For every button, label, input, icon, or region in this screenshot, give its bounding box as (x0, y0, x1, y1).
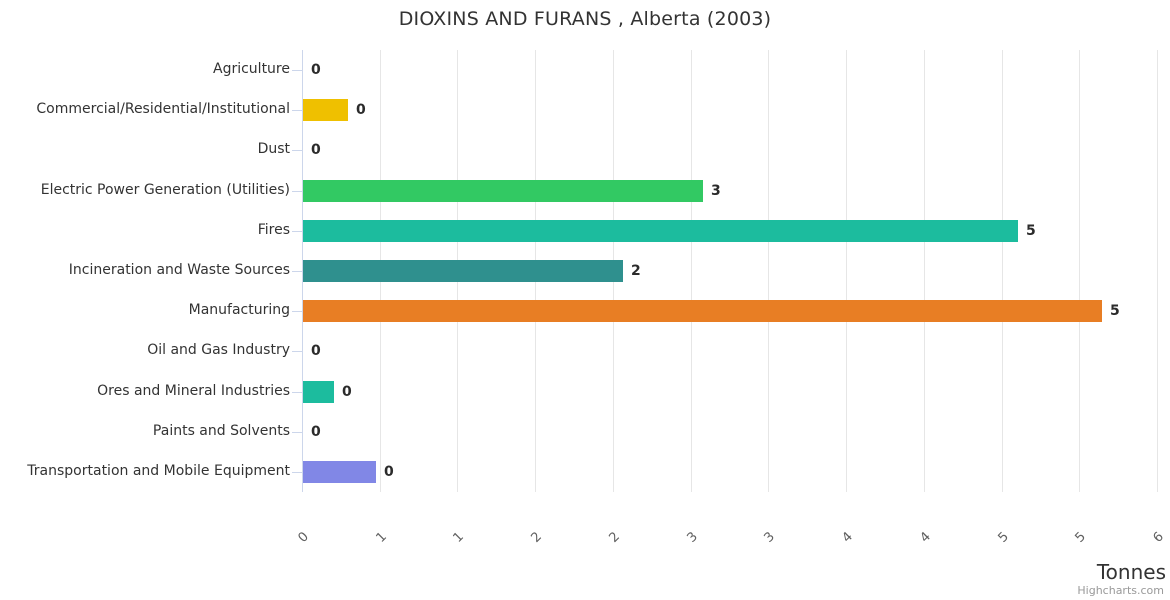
category-tick (292, 472, 302, 473)
bar[interactable] (303, 381, 334, 403)
category-tick (292, 271, 302, 272)
x-axis-title: Tonnes (1096, 560, 1166, 584)
x-tick-label: 1 (373, 529, 390, 546)
value-label: 5 (1026, 223, 1036, 239)
category-tick (292, 70, 302, 71)
value-label: 0 (311, 62, 321, 78)
x-tick-label: 2 (528, 529, 545, 546)
bar[interactable] (303, 180, 703, 202)
category-label: Incineration and Waste Sources (68, 262, 290, 278)
category-label: Transportation and Mobile Equipment (27, 463, 290, 479)
gridline (1002, 50, 1003, 492)
x-tick-label: 1 (450, 529, 467, 546)
category-axis-line (302, 50, 303, 492)
x-tick-label: 6 (1150, 529, 1167, 546)
bar[interactable] (303, 300, 1102, 322)
category-tick (292, 432, 302, 433)
category-tick (292, 231, 302, 232)
category-label: Paints and Solvents (152, 423, 290, 439)
value-label: 0 (356, 102, 366, 118)
category-label: Dust (257, 141, 290, 157)
category-tick (292, 392, 302, 393)
value-label: 5 (1110, 303, 1120, 319)
x-tick-label: 2 (606, 529, 623, 546)
category-tick (292, 150, 302, 151)
value-label: 0 (311, 142, 321, 158)
bar[interactable] (303, 220, 1018, 242)
category-label: Oil and Gas Industry (147, 342, 290, 358)
value-label: 0 (311, 343, 321, 359)
x-tick-label: 3 (684, 529, 701, 546)
value-label: 0 (342, 384, 352, 400)
value-label: 2 (631, 263, 641, 279)
category-label: Ores and Mineral Industries (97, 383, 290, 399)
x-tick-label: 4 (917, 529, 934, 546)
x-tick-label: 4 (839, 529, 856, 546)
bar[interactable] (303, 99, 348, 121)
category-tick (292, 351, 302, 352)
x-tick-label: 5 (995, 529, 1012, 546)
category-tick (292, 110, 302, 111)
category-tick (292, 311, 302, 312)
x-tick-label: 3 (761, 529, 778, 546)
gridline (1079, 50, 1080, 492)
category-label: Fires (257, 222, 290, 238)
value-label: 3 (711, 183, 721, 199)
category-label: Manufacturing (188, 302, 290, 318)
bar[interactable] (303, 260, 623, 282)
value-label: 0 (311, 424, 321, 440)
gridline (924, 50, 925, 492)
highcharts-credit-link[interactable]: Highcharts.com (1077, 584, 1164, 597)
category-label: Electric Power Generation (Utilities) (40, 182, 290, 198)
value-label: 0 (384, 464, 394, 480)
category-label: Commercial/Residential/Institutional (36, 101, 290, 117)
x-tick-label: 5 (1072, 529, 1089, 546)
gridline (691, 50, 692, 492)
gridline (1157, 50, 1158, 492)
x-tick-label: 0 (295, 529, 312, 546)
category-tick (292, 191, 302, 192)
chart-title: DIOXINS AND FURANS , Alberta (2003) (398, 8, 772, 30)
bar[interactable] (303, 461, 376, 483)
gridline (768, 50, 769, 492)
category-label: Agriculture (213, 61, 290, 77)
gridline (846, 50, 847, 492)
